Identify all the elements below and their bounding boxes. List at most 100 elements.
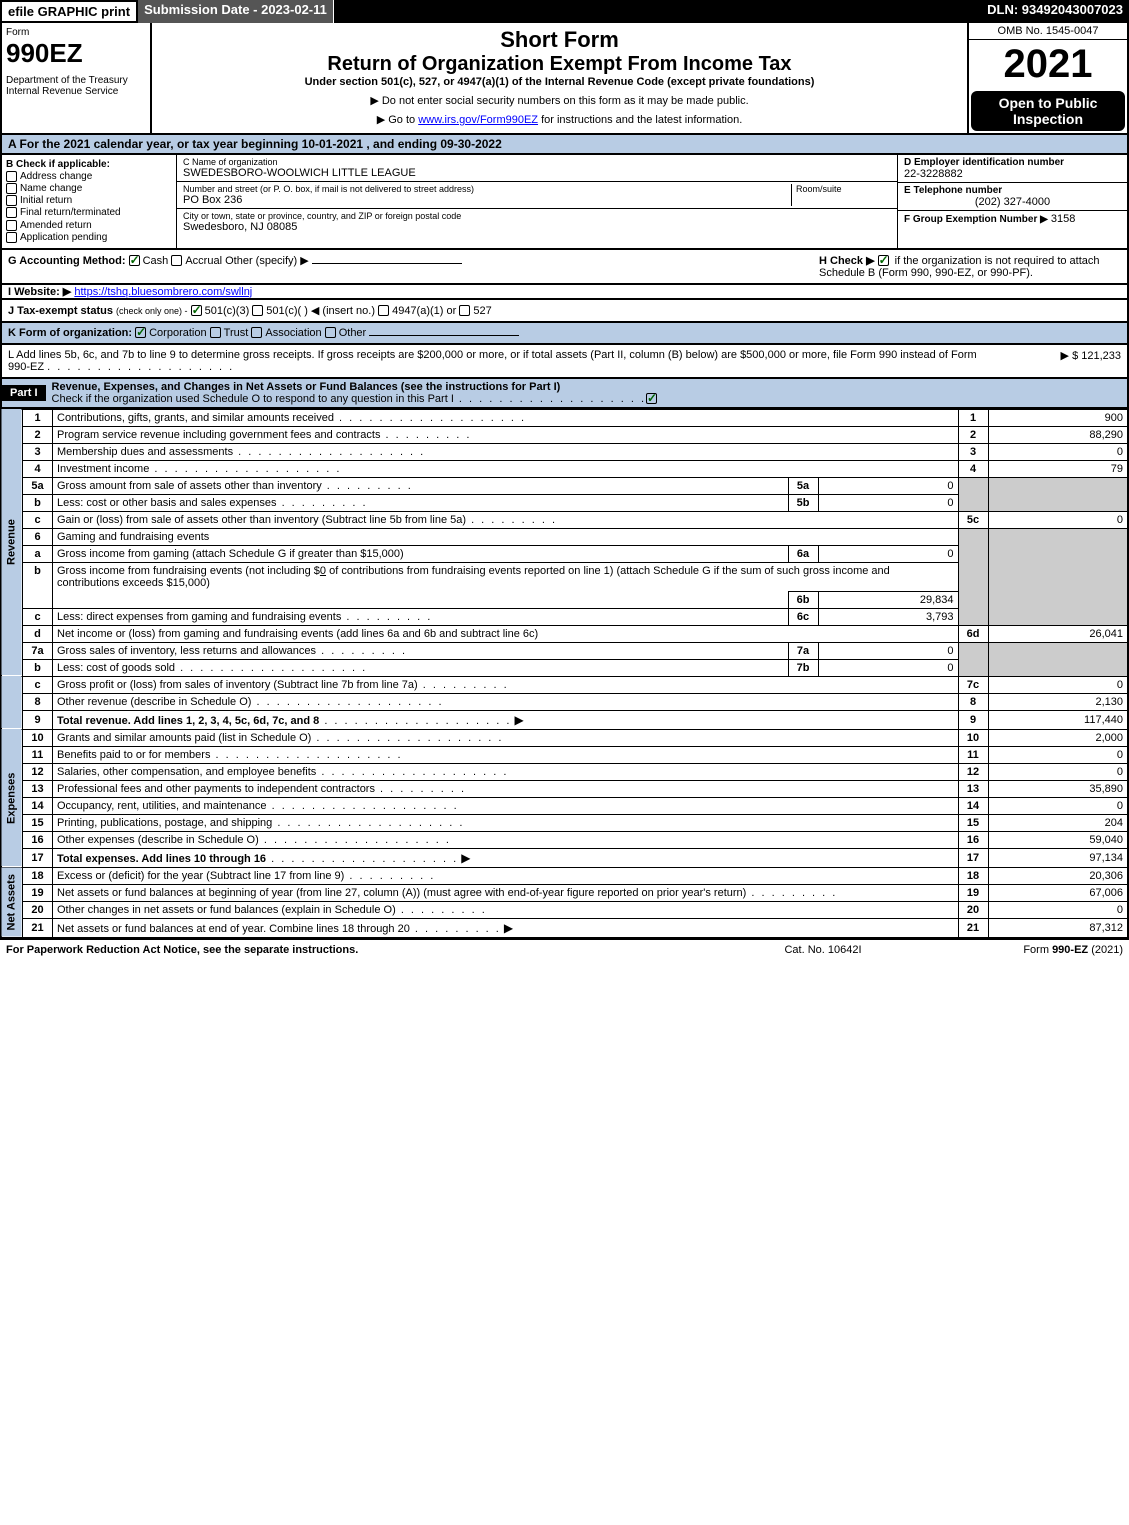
amt-18: 20,306 xyxy=(988,867,1128,884)
amt-21: 87,312 xyxy=(988,918,1128,938)
column-d: D Employer identification number 22-3228… xyxy=(897,155,1127,248)
header-mid: Short Form Return of Organization Exempt… xyxy=(152,23,967,133)
submission-date: Submission Date - 2023-02-11 xyxy=(138,0,334,23)
amt-8: 2,130 xyxy=(988,693,1128,710)
note-ssn: ▶ Do not enter social security numbers o… xyxy=(156,94,963,107)
chk-address-change[interactable]: Address change xyxy=(6,171,172,182)
amt-7c: 0 xyxy=(988,676,1128,693)
footer-right: Form 990-EZ (2021) xyxy=(923,944,1123,956)
city-label: City or town, state or province, country… xyxy=(183,211,891,221)
ein: 22-3228882 xyxy=(904,168,1121,180)
amt-6d: 26,041 xyxy=(988,625,1128,642)
form-header: Form 990EZ Department of the Treasury In… xyxy=(0,23,1129,135)
chk-final-return[interactable]: Final return/terminated xyxy=(6,207,172,218)
amt-9: 117,440 xyxy=(988,710,1128,729)
footer-mid: Cat. No. 10642I xyxy=(723,944,923,956)
phone-label: E Telephone number xyxy=(904,185,1121,196)
amt-4: 79 xyxy=(988,460,1128,477)
amt-17: 97,134 xyxy=(988,848,1128,867)
org-name-cell: C Name of organization SWEDESBORO-WOOLWI… xyxy=(177,155,897,182)
subtitle: Under section 501(c), 527, or 4947(a)(1)… xyxy=(156,76,963,88)
line-h: H Check ▶ if the organization is not req… xyxy=(811,254,1121,279)
amt-11: 0 xyxy=(988,746,1128,763)
chk-amended[interactable]: Amended return xyxy=(6,220,172,231)
column-c: C Name of organization SWEDESBORO-WOOLWI… xyxy=(177,155,897,248)
note2-pre: ▶ Go to xyxy=(377,114,418,126)
sub-7b: 0 xyxy=(818,659,958,676)
form-word: Form xyxy=(6,27,146,38)
sub-6a: 0 xyxy=(818,545,958,562)
ein-label: D Employer identification number xyxy=(904,157,1121,168)
amt-20: 0 xyxy=(988,901,1128,918)
street-label: Number and street (or P. O. box, if mail… xyxy=(183,184,791,194)
line-k: K Form of organization: Corporation Trus… xyxy=(0,323,1129,345)
phone: (202) 327-4000 xyxy=(904,196,1121,208)
amt-1: 900 xyxy=(988,409,1128,426)
line-l-amount: ▶ $ 121,233 xyxy=(1001,349,1121,373)
sub-6c: 3,793 xyxy=(818,608,958,625)
amt-3: 0 xyxy=(988,443,1128,460)
info-grid: B Check if applicable: Address change Na… xyxy=(0,155,1129,250)
group-number: 3158 xyxy=(1051,213,1075,225)
chk-4947[interactable] xyxy=(378,305,389,316)
page-footer: For Paperwork Reduction Act Notice, see … xyxy=(0,939,1129,960)
line-g: G Accounting Method: Cash Accrual Other … xyxy=(8,254,811,279)
title-short-form: Short Form xyxy=(156,27,963,53)
efile-label: efile GRAPHIC print xyxy=(0,0,138,23)
chk-501c[interactable] xyxy=(252,305,263,316)
chk-part1-scho[interactable] xyxy=(646,393,657,404)
website-link[interactable]: https://tshq.bluesombrero.com/swllnj xyxy=(74,286,252,298)
chk-501c3[interactable] xyxy=(191,305,202,316)
amt-19: 67,006 xyxy=(988,884,1128,901)
footer-left: For Paperwork Reduction Act Notice, see … xyxy=(6,944,723,956)
department: Department of the Treasury Internal Reve… xyxy=(6,75,146,97)
col-b-title: B Check if applicable: xyxy=(6,159,172,170)
chk-other-org[interactable] xyxy=(325,327,336,338)
title-main: Return of Organization Exempt From Incom… xyxy=(156,53,963,76)
netassets-side-label: Net Assets xyxy=(1,867,23,938)
revenue-side-label: Revenue xyxy=(1,409,23,676)
street: PO Box 236 xyxy=(183,194,791,206)
room-label: Room/suite xyxy=(791,184,891,206)
part1-check-text: Check if the organization used Schedule … xyxy=(52,393,454,405)
irs-link[interactable]: www.irs.gov/Form990EZ xyxy=(418,114,538,126)
phone-cell: E Telephone number (202) 327-4000 xyxy=(898,183,1127,211)
city: Swedesboro, NJ 08085 xyxy=(183,221,891,233)
amt-10: 2,000 xyxy=(988,729,1128,746)
form-number: 990EZ xyxy=(6,38,146,69)
amt-13: 35,890 xyxy=(988,780,1128,797)
chk-trust[interactable] xyxy=(210,327,221,338)
part1-title: Revenue, Expenses, and Changes in Net As… xyxy=(52,381,561,393)
amt-2: 88,290 xyxy=(988,426,1128,443)
header-left: Form 990EZ Department of the Treasury In… xyxy=(2,23,152,133)
sub-7a: 0 xyxy=(818,642,958,659)
amt-15: 204 xyxy=(988,814,1128,831)
amt-14: 0 xyxy=(988,797,1128,814)
chk-initial-return[interactable]: Initial return xyxy=(6,195,172,206)
chk-corp[interactable] xyxy=(135,327,146,338)
note2-post: for instructions and the latest informat… xyxy=(538,114,742,126)
ein-cell: D Employer identification number 22-3228… xyxy=(898,155,1127,183)
chk-h[interactable] xyxy=(878,255,889,266)
header-right: OMB No. 1545-0047 2021 Open to Public In… xyxy=(967,23,1127,133)
column-b: B Check if applicable: Address change Na… xyxy=(2,155,177,248)
dln: DLN: 93492043007023 xyxy=(981,0,1129,23)
tax-year: 2021 xyxy=(969,40,1127,89)
street-cell: Number and street (or P. O. box, if mail… xyxy=(177,182,897,209)
chk-assoc[interactable] xyxy=(251,327,262,338)
sub-5b: 0 xyxy=(818,494,958,511)
chk-cash[interactable] xyxy=(129,255,140,266)
chk-accrual[interactable] xyxy=(171,255,182,266)
lines-table: Revenue 1 Contributions, gifts, grants, … xyxy=(0,409,1129,939)
amt-5c: 0 xyxy=(988,511,1128,528)
org-name-label: C Name of organization xyxy=(183,157,891,167)
chk-pending[interactable]: Application pending xyxy=(6,232,172,243)
org-name: SWEDESBORO-WOOLWICH LITTLE LEAGUE xyxy=(183,167,891,179)
chk-527[interactable] xyxy=(459,305,470,316)
chk-name-change[interactable]: Name change xyxy=(6,183,172,194)
open-inspection: Open to Public Inspection xyxy=(971,91,1125,131)
line-l: L Add lines 5b, 6c, and 7b to line 9 to … xyxy=(0,345,1129,379)
part1-label: Part I xyxy=(2,385,46,401)
sub-6b: 29,834 xyxy=(818,591,958,608)
line-j: J Tax-exempt status (check only one) - 5… xyxy=(0,300,1129,323)
